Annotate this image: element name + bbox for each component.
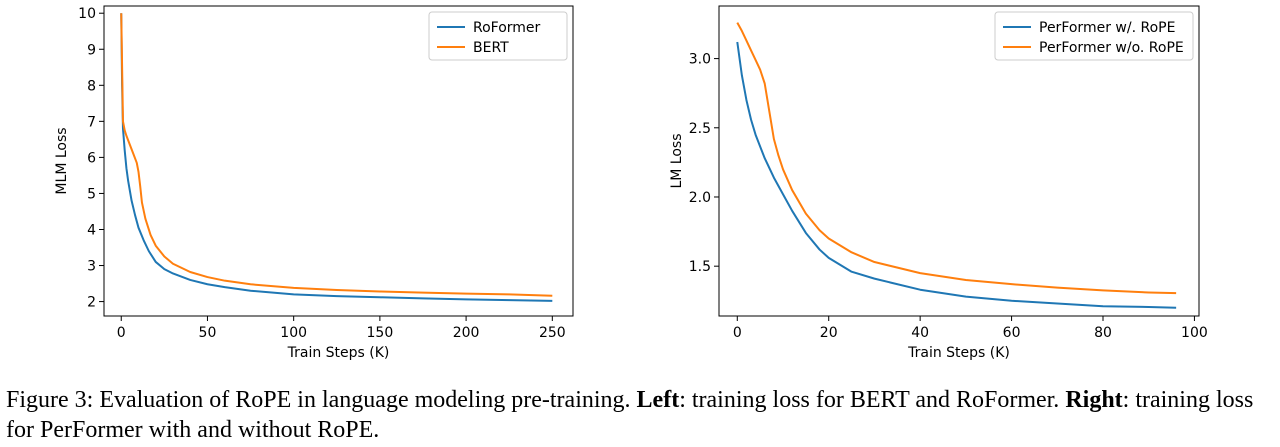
- y-tick-label: 7: [87, 114, 96, 130]
- x-tick-label: 100: [1181, 325, 1208, 341]
- y-tick-label: 2.0: [689, 190, 711, 206]
- x-tick-label: 250: [539, 325, 566, 341]
- y-tick-label: 3: [87, 259, 96, 275]
- legend-box: [994, 11, 1194, 61]
- x-tick-label: 50: [199, 325, 217, 341]
- x-axis-label: Train Steps (K): [287, 345, 390, 361]
- caption-left-text: : training loss for BERT and RoFormer.: [679, 387, 1066, 413]
- caption-right-label: Right: [1065, 387, 1123, 413]
- x-tick-label: 40: [911, 325, 929, 341]
- y-tick-label: 10: [78, 6, 96, 22]
- series-line-1: [120, 13, 553, 302]
- legend-label-2: BERT: [473, 40, 509, 56]
- series-line-1: [736, 41, 1177, 309]
- y-tick-label: 1.5: [689, 259, 711, 275]
- plot-frame: [718, 5, 1200, 317]
- legend-label-1: PerFormer w/. RoPE: [1039, 20, 1175, 36]
- x-tick-label: 0: [733, 325, 742, 341]
- y-tick-label: 6: [87, 150, 96, 166]
- series-line-2: [736, 22, 1177, 295]
- y-axis-label: LM Loss: [669, 133, 685, 188]
- y-tick-label: 2: [87, 295, 96, 311]
- chart-left: 0 50 100 150 200 250 2 3 4 5 6 7 8 9 10 Train Steps (K)…: [54, 5, 574, 361]
- y-tick-label: 4: [87, 222, 96, 238]
- y-tick-label: 9: [87, 42, 96, 58]
- y-axis-label: MLM Loss: [54, 127, 70, 194]
- x-tick-label: 20: [820, 325, 838, 341]
- caption-left-label: Left: [636, 387, 680, 413]
- caption-prefix: Figure 3: Evaluation of RoPE in language…: [6, 387, 637, 413]
- caption-right-text: : training loss for PerFormer with and w…: [6, 387, 1254, 443]
- plot-frame: [103, 5, 574, 317]
- legend-label-2: PerFormer w/o. RoPE: [1039, 40, 1184, 56]
- chart-right: 0 20 40 60 80 100 1.5 2.0 2.5 3.0 Train Steps (K) L…: [669, 5, 1208, 361]
- legend-label-1: RoFormer: [473, 20, 541, 36]
- y-tick-label: 2.5: [689, 121, 711, 137]
- y-tick-label: 3.0: [689, 52, 711, 68]
- x-tick-label: 150: [367, 325, 394, 341]
- x-tick-label: 80: [1094, 325, 1112, 341]
- figure-caption: Figure 3: Evaluation of RoPE in language…: [6, 385, 1276, 445]
- x-tick-label: 60: [1003, 325, 1021, 341]
- y-tick-label: 8: [87, 78, 96, 94]
- series-line-2: [120, 13, 553, 297]
- x-tick-label: 0: [117, 325, 126, 341]
- x-tick-label: 100: [280, 325, 307, 341]
- y-tick-label: 5: [87, 186, 96, 202]
- x-tick-label: 200: [453, 325, 480, 341]
- x-axis-label: Train Steps (K): [907, 345, 1010, 361]
